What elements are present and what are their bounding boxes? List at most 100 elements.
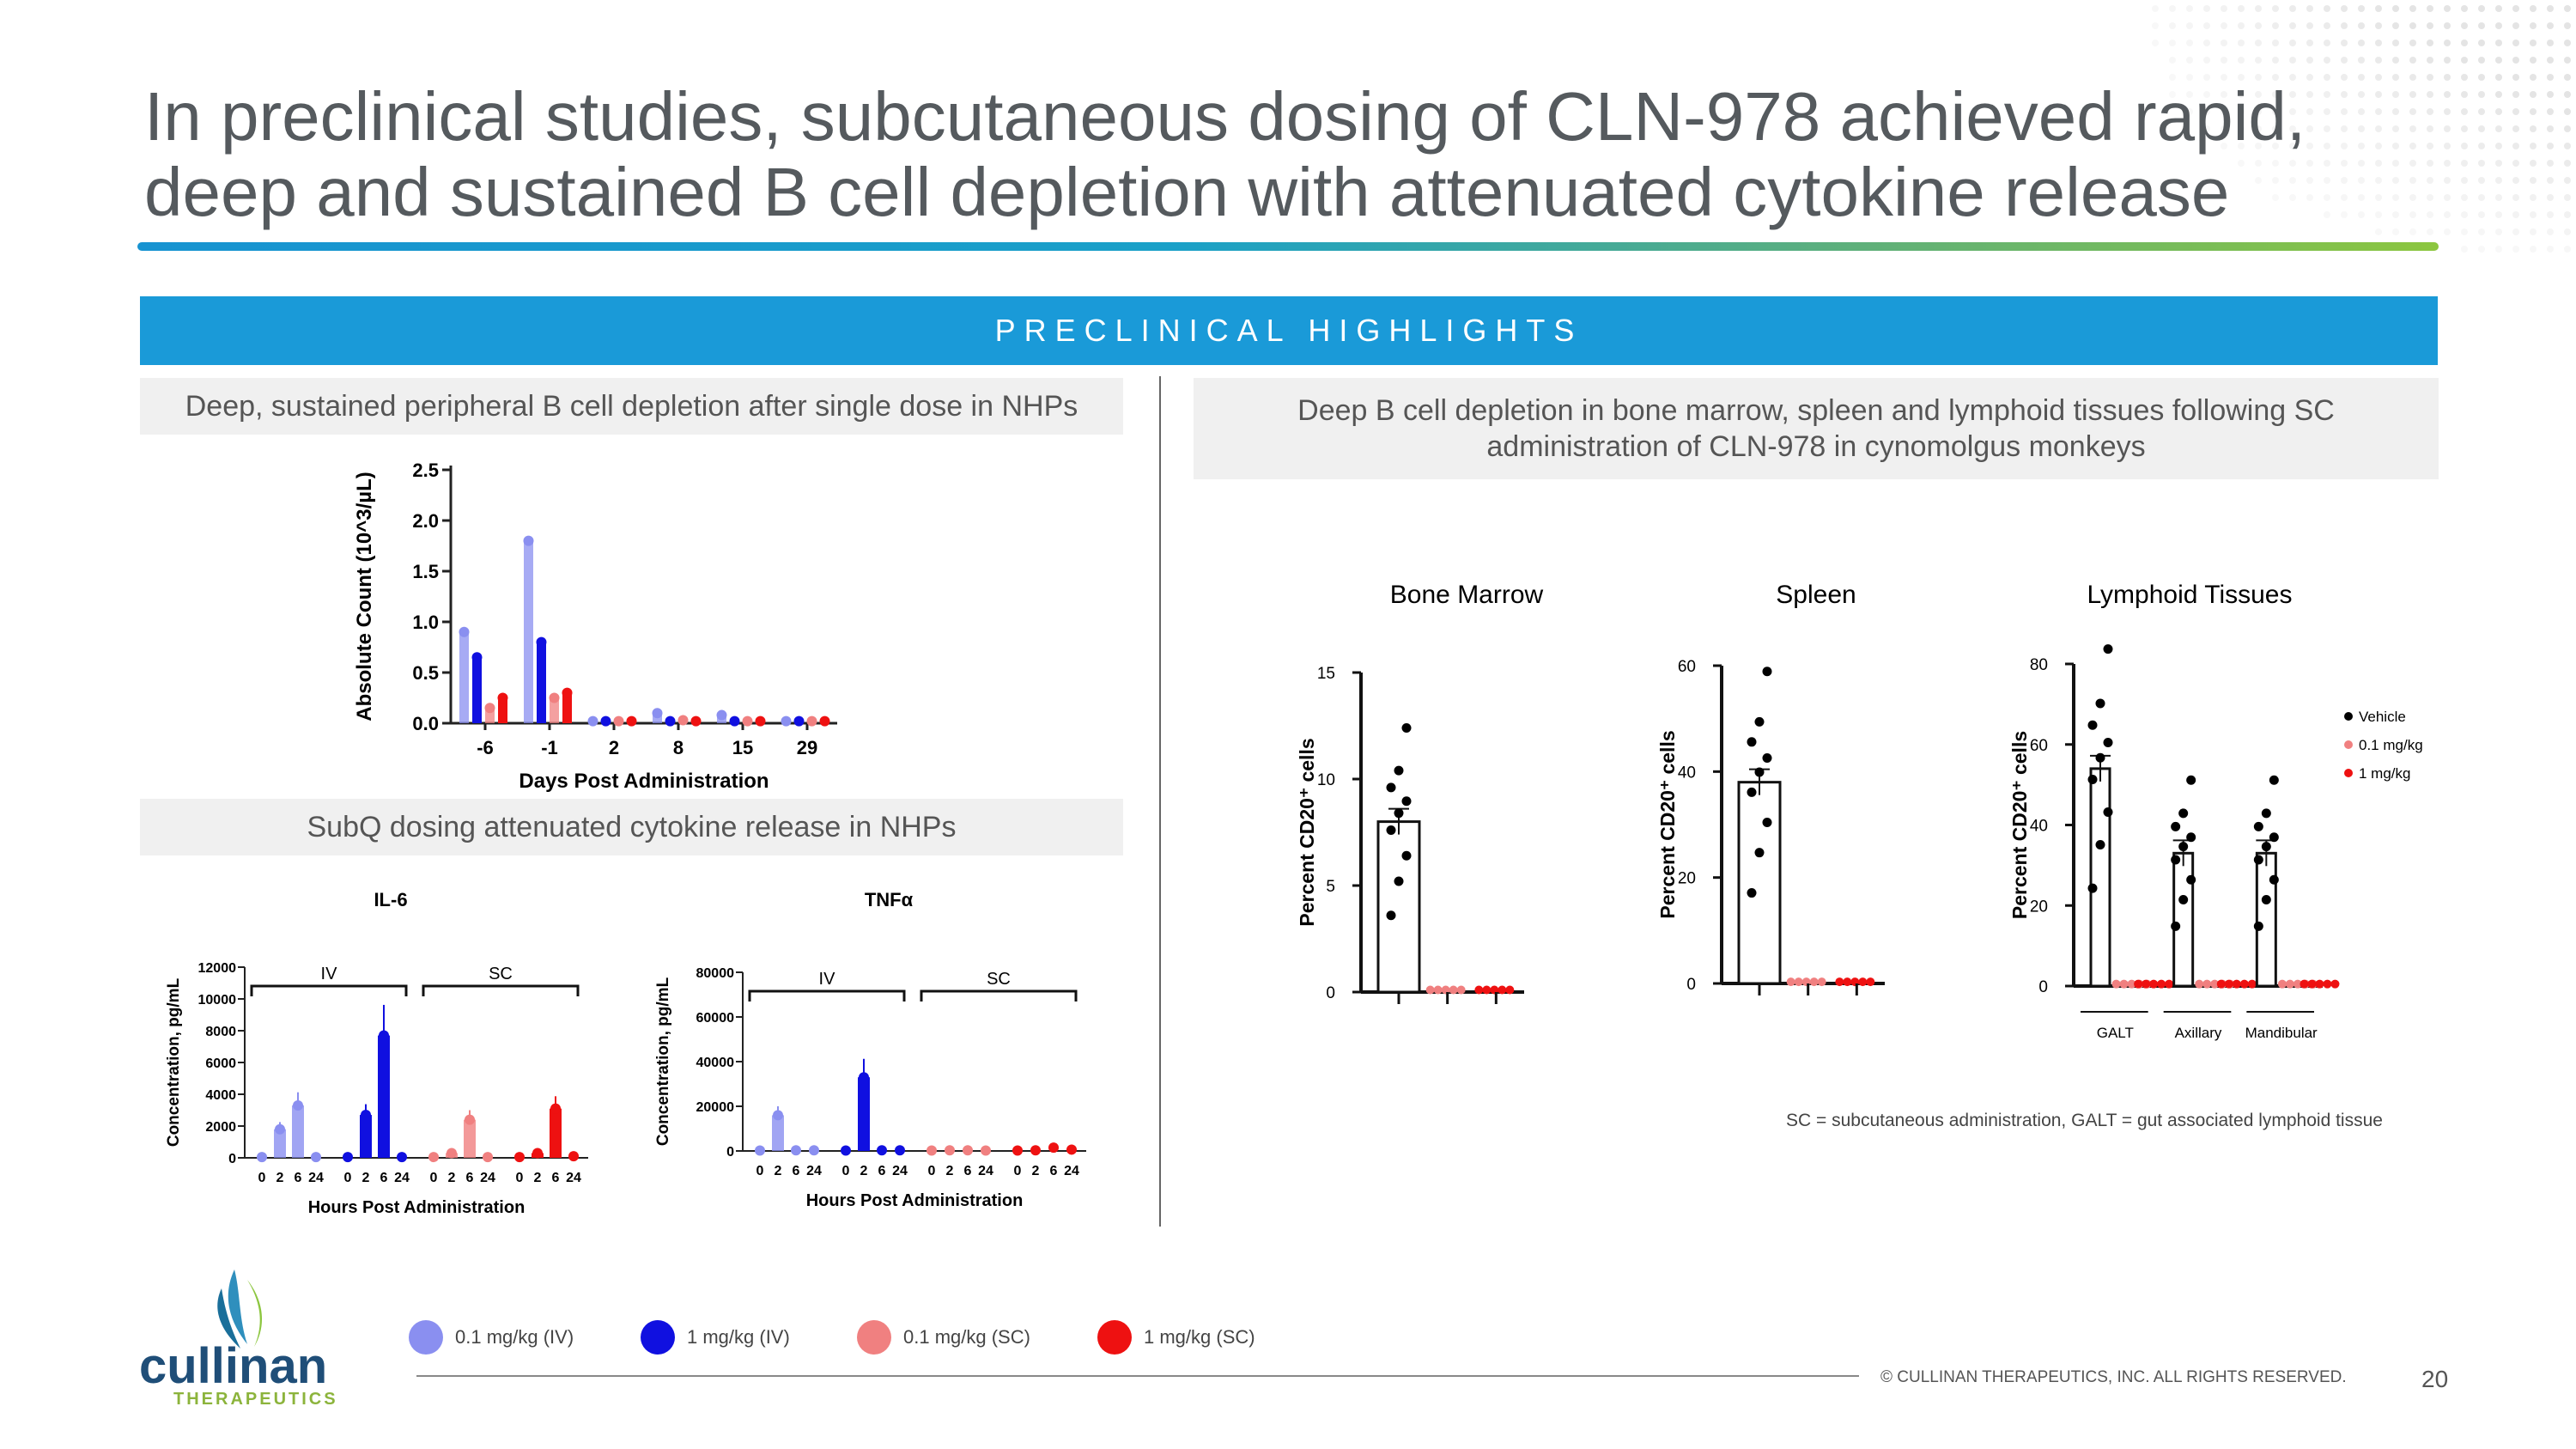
y-tick-label: 10000: [198, 993, 237, 1008]
subhead-bcell: Deep, sustained peripheral B cell deplet…: [140, 378, 1123, 435]
data-point: [1394, 808, 1404, 819]
decorative-dot: [2478, 177, 2485, 184]
decorative-dot: [2358, 40, 2365, 46]
decorative-dot: [2358, 143, 2365, 149]
decorative-dot: [2478, 228, 2485, 235]
decorative-dot: [2169, 40, 2176, 46]
x-tick-label: 2: [276, 1171, 284, 1185]
legend-label: 0.1 mg/kg (SC): [903, 1326, 1030, 1348]
data-point: [562, 687, 573, 698]
decorative-dot: [2495, 211, 2502, 218]
decorative-dot: [2255, 91, 2262, 98]
decorative-dot: [2461, 74, 2468, 81]
x-tick-label: 15: [732, 737, 753, 758]
decorative-dot: [2238, 40, 2245, 46]
decorative-dot: [2272, 91, 2279, 98]
data-point: [2157, 979, 2166, 989]
decorative-dot: [2564, 160, 2571, 167]
footer-rule: [416, 1375, 1859, 1377]
decorative-dot: [2478, 246, 2485, 253]
y-tick-label: 8000: [205, 1025, 236, 1039]
y-tick-label: 80000: [696, 966, 735, 981]
data-point: [945, 1145, 955, 1156]
decorative-dot: [2564, 211, 2571, 218]
decorative-dot: [2221, 143, 2227, 149]
group-bracket: [920, 989, 1078, 1002]
x-tick-label: 6: [552, 1171, 560, 1185]
decorative-dot: [2409, 228, 2416, 235]
data-point: [465, 1114, 475, 1125]
x-tick-label: 2: [946, 1164, 954, 1178]
decorative-dot: [2512, 143, 2519, 149]
decorative-dot: [2392, 5, 2399, 12]
decorative-dot: [2461, 57, 2468, 64]
legend-label: 1 mg/kg (IV): [687, 1326, 790, 1348]
decorative-dot: [2478, 91, 2485, 98]
decorative-dot: [2444, 194, 2451, 201]
data-point: [1012, 1145, 1023, 1156]
data-point: [447, 1148, 457, 1159]
decorative-dot: [2461, 177, 2468, 184]
decorative-dot: [2375, 40, 2382, 46]
data-point: [1747, 737, 1757, 747]
chart-title: IL-6: [374, 889, 407, 910]
data-point: [2216, 979, 2226, 989]
x-tick-label: -6: [477, 737, 494, 758]
y-tick-label: 6000: [205, 1056, 236, 1071]
decorative-dot: [2358, 22, 2365, 29]
y-tick-label: 4000: [205, 1088, 236, 1103]
decorative-dot: [2512, 40, 2519, 46]
decorative-dot: [2530, 246, 2537, 253]
x-tick-label: 0: [928, 1164, 936, 1178]
decorative-dot: [2255, 40, 2262, 46]
decorative-dot: [2392, 91, 2399, 98]
data-point: [1394, 765, 1404, 776]
decorative-dot: [2186, 22, 2193, 29]
decorative-dot: [2392, 160, 2399, 167]
data-point: [1048, 1142, 1059, 1154]
decorative-dot: [2444, 40, 2451, 46]
decorative-dot: [2341, 177, 2348, 184]
bar: [1737, 781, 1782, 985]
x-tick-label: 2: [860, 1164, 868, 1178]
decorative-dot: [2495, 5, 2502, 12]
data-point: [2165, 979, 2174, 989]
decorative-dot: [2375, 125, 2382, 132]
decorative-dot: [2341, 125, 2348, 132]
decorative-dot: [2444, 108, 2451, 115]
x-tick-label: 6: [1050, 1164, 1058, 1178]
x-tick-label: 2: [448, 1171, 456, 1185]
decorative-dot: [2306, 57, 2313, 64]
decorative-dot: [2427, 228, 2433, 235]
x-tick-label: 0: [344, 1171, 352, 1185]
data-point: [1386, 782, 1396, 793]
decorative-dot: [2306, 74, 2313, 81]
data-point: [275, 1123, 285, 1135]
data-point: [293, 1099, 303, 1111]
decorative-dot: [2409, 108, 2416, 115]
decorative-dot: [2221, 5, 2227, 12]
data-point: [2178, 894, 2189, 904]
x-tick-label: GALT: [2097, 1025, 2134, 1041]
data-point: [2111, 979, 2121, 989]
decorative-dot: [2564, 194, 2571, 201]
decorative-dot: [2169, 22, 2176, 29]
bar: [1376, 820, 1421, 994]
data-point: [963, 1145, 973, 1156]
decorative-dot: [2530, 177, 2537, 184]
data-point: [809, 1145, 819, 1156]
decorative-dot: [2547, 160, 2554, 167]
decorative-dot: [2152, 5, 2159, 12]
decorative-dot: [2375, 143, 2382, 149]
decorative-dot: [2255, 22, 2262, 29]
decorative-dot: [2341, 40, 2348, 46]
y-tick-label: 5: [1326, 878, 1335, 896]
decorative-dot: [2530, 5, 2537, 12]
data-point: [1762, 667, 1772, 677]
decorative-dot: [2427, 160, 2433, 167]
decorative-dot: [2547, 211, 2554, 218]
x-tick-label: 0: [516, 1171, 524, 1185]
legend-item-sc-high: 1 mg/kg (SC): [1097, 1318, 1255, 1356]
decorative-dot: [2478, 22, 2485, 29]
legend-item-iv-high: 1 mg/kg (IV): [641, 1318, 790, 1356]
